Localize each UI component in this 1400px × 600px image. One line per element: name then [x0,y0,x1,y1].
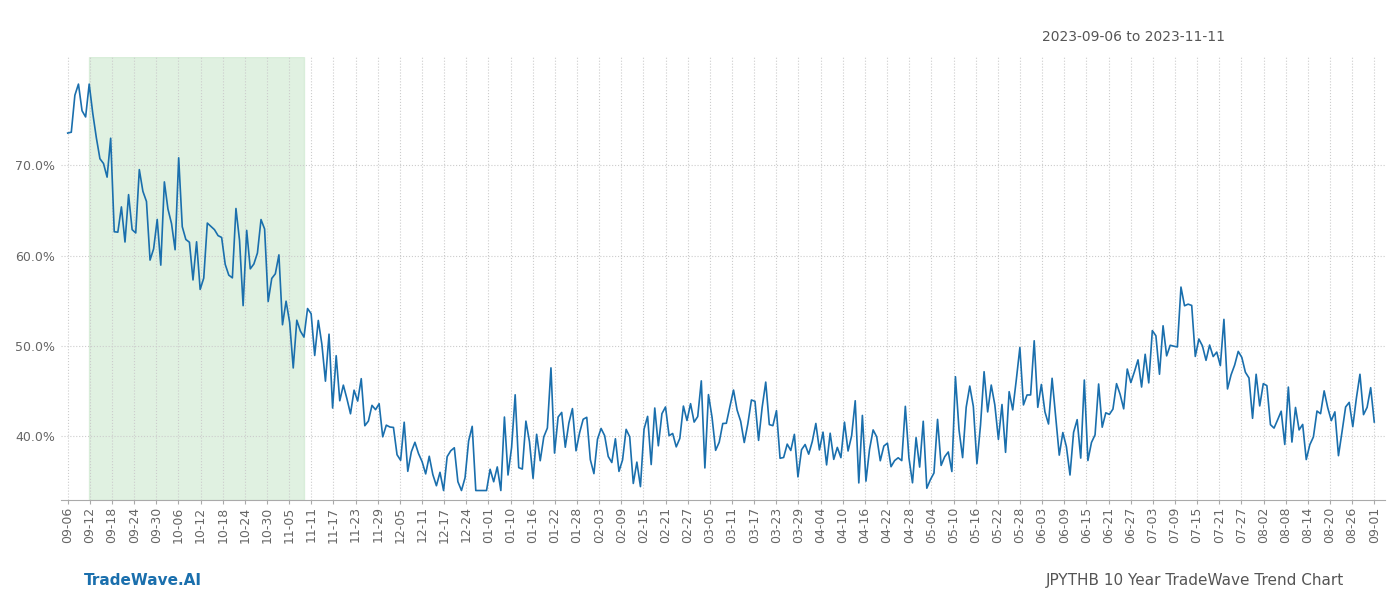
Bar [90,57,304,500]
Text: JPYTHB 10 Year TradeWave Trend Chart: JPYTHB 10 Year TradeWave Trend Chart [1046,573,1344,588]
Text: TradeWave.AI: TradeWave.AI [84,573,202,588]
Text: 2023-09-06 to 2023-11-11: 2023-09-06 to 2023-11-11 [1042,30,1225,44]
